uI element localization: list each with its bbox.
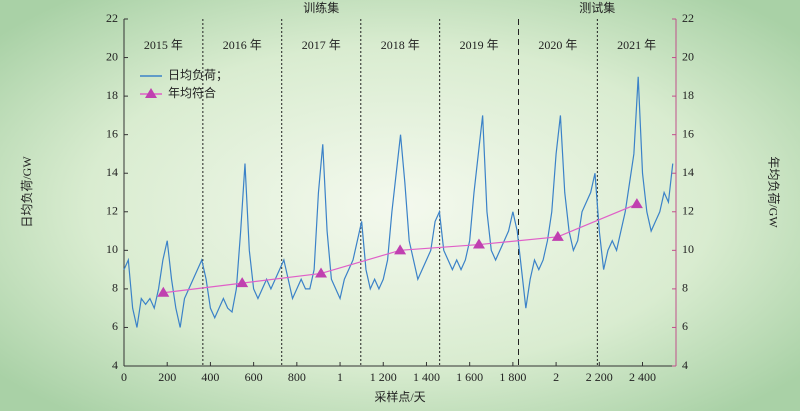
y-tick-label: 10 [106,242,118,256]
x-tick-label: 1 600 [456,370,483,384]
y2-axis-label: 年均负荷/GW [766,156,780,228]
y2-tick-label: 22 [682,11,694,25]
region-label: 训练集 [303,0,339,15]
x-tick-label: 600 [245,370,263,384]
y2-tick-label: 10 [682,242,694,256]
y2-tick-label: 4 [682,358,688,372]
y-tick-label: 16 [106,126,118,140]
x-axis-label: 采样点/天 [374,389,425,404]
y2-tick-label: 16 [682,126,694,140]
triangle-marker [551,230,564,241]
year-label: 2015 年 [144,38,183,52]
triangle-marker [394,244,407,255]
legend-marker [145,88,157,98]
x-tick-label: 1 200 [370,370,397,384]
x-tick-label: 0 [121,370,127,384]
y2-tick-label: 12 [682,204,694,218]
triangle-marker [630,198,643,209]
triangle-marker [315,267,328,278]
triangle-marker [157,286,170,297]
y-tick-label: 12 [106,204,118,218]
x-tick-label: 1 800 [499,370,526,384]
x-tick-label: 1 [337,370,343,384]
year-label: 2018 年 [381,38,420,52]
y2-tick-label: 14 [682,165,694,179]
x-tick-label: 2 [553,370,559,384]
x-tick-label: 2 200 [586,370,613,384]
x-tick-label: 2 400 [629,370,656,384]
x-tick-label: 800 [288,370,306,384]
y-tick-label: 8 [112,281,118,295]
y-tick-label: 22 [106,11,118,25]
x-tick-label: 200 [158,370,176,384]
legend-label: 日均负荷； [168,68,228,82]
y2-tick-label: 18 [682,88,694,102]
y2-tick-label: 8 [682,281,688,295]
year-label: 2016 年 [223,38,262,52]
year-label: 2019 年 [460,38,499,52]
y-tick-label: 14 [106,165,118,179]
legend-label: 年均符合 [168,85,216,100]
y2-tick-label: 6 [682,319,688,333]
triangle-marker [472,238,485,249]
region-label: 测试集 [579,0,615,15]
year-label: 2021 年 [617,38,656,52]
y-tick-label: 4 [112,358,118,372]
y-axis-label: 日均负荷/GW [20,156,34,228]
x-tick-label: 400 [201,370,219,384]
x-tick-label: 1 400 [413,370,440,384]
y-tick-label: 18 [106,88,118,102]
series-line [123,76,674,328]
year-label: 2017 年 [302,38,341,52]
y2-tick-label: 20 [682,49,694,63]
triangle-marker [236,277,249,288]
year-label: 2020 年 [538,38,577,52]
y-tick-label: 6 [112,319,118,333]
y-tick-label: 20 [106,49,118,63]
